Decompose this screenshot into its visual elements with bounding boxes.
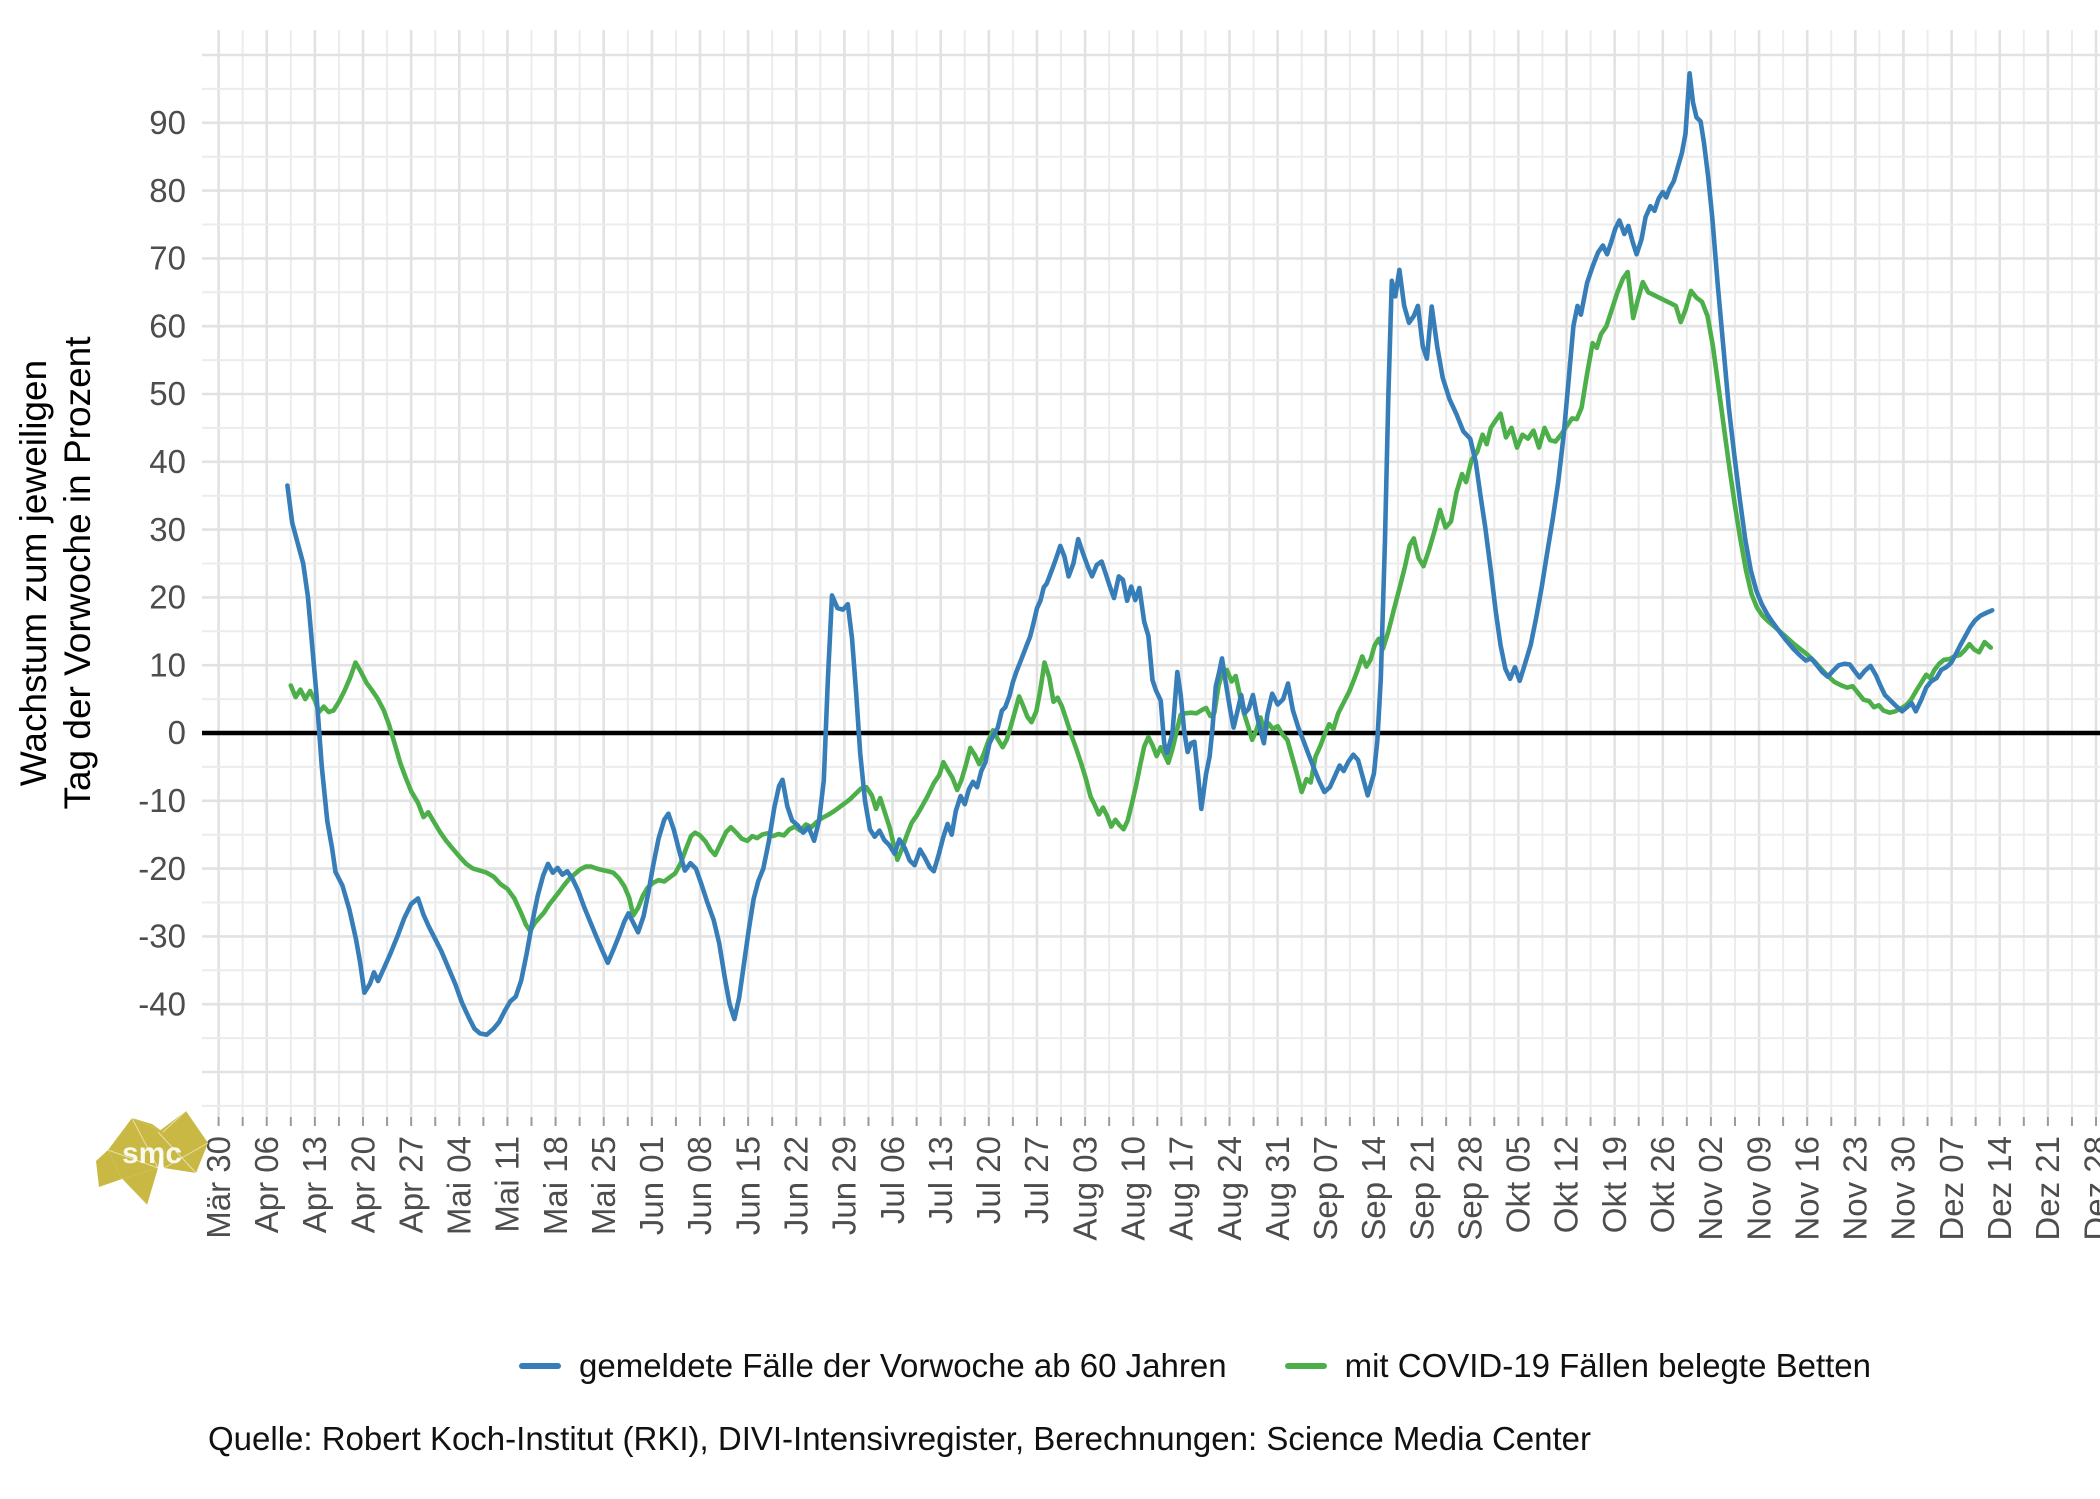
y-tick-label: 40 [149,443,186,480]
legend-item-beds: mit COVID-19 Fällen belegte Betten [1284,1347,1871,1385]
x-tick-label: Dez 07 [1933,1136,1970,1241]
y-tick-label: 90 [149,104,186,141]
legend-key-beds [1284,1363,1327,1369]
x-tick-label: Dez 21 [2029,1136,2066,1241]
smc-logo-facet [131,1117,159,1169]
legend: gemeldete Fälle der Vorwoche ab 60 Jahre… [290,1340,2100,1392]
y-tick-label: 0 [168,714,186,751]
x-tick-label: Dez 14 [1981,1136,2018,1241]
x-tick-label: Aug 03 [1066,1136,1103,1241]
x-tick-label: Jun 08 [681,1136,718,1235]
x-tick-label: Aug 31 [1259,1136,1296,1241]
x-tick-label: Okt 12 [1548,1136,1585,1233]
x-tick-label: Okt 26 [1644,1136,1681,1233]
x-tick-label: Mai 18 [537,1136,574,1235]
legend-label-beds: mit COVID-19 Fällen belegte Betten [1344,1347,1871,1384]
series-line-beds [288,269,1994,934]
x-tick-label: Sep 21 [1403,1136,1440,1241]
x-tick-label: Jul 13 [922,1136,959,1224]
smc-logo-facet [162,1110,187,1133]
y-tick-label: 20 [149,579,186,616]
x-tick-label: Nov 30 [1885,1136,1922,1241]
x-tick-label: Apr 27 [392,1136,429,1233]
y-tick-label: -40 [138,985,186,1022]
x-tick-label: Mai 11 [489,1136,526,1233]
smc-logo-facet [107,1149,159,1169]
x-tick-label: Jun 01 [633,1136,670,1235]
x-tick-label: Apr 06 [248,1136,285,1233]
y-tick-label: -30 [138,918,186,955]
smc-logo-shape [122,1168,158,1205]
smc-logo-shape [108,1118,163,1179]
x-tick-label: Sep 28 [1451,1136,1488,1241]
x-tick-label: Jun 22 [777,1136,814,1235]
y-tick-label: 30 [149,511,186,548]
x-tick-label: Jul 06 [874,1136,911,1224]
y-axis-title: Tag der Vorwoche in Prozent [57,336,98,810]
y-tick-label: 70 [149,240,186,277]
x-tick-label: Jul 27 [1018,1136,1055,1224]
x-tick-label: Jun 29 [826,1136,863,1235]
x-tick-label: Mai 25 [585,1136,622,1235]
smc-logo-text: smc [122,1137,182,1170]
x-tick-label: Sep 07 [1307,1136,1344,1241]
x-tick-label: Nov 23 [1837,1136,1874,1241]
legend-label-cases60: gemeldete Fälle der Vorwoche ab 60 Jahre… [579,1347,1227,1384]
x-tick-label: Aug 24 [1211,1136,1248,1241]
x-tick-label: Apr 20 [344,1136,381,1233]
x-tick-label: Mär 30 [200,1136,237,1239]
x-tick-label: Okt 05 [1500,1136,1537,1233]
y-axis-title: Wachstum zum jeweiligen [13,360,54,786]
x-tick-label: Apr 13 [296,1136,333,1233]
source-caption: Quelle: Robert Koch-Institut (RKI), DIVI… [208,1420,1591,1457]
x-tick-label: Aug 10 [1114,1136,1151,1241]
smc-logo-facet [163,1142,209,1169]
smc-logo-shape [96,1150,122,1187]
legend-item-cases60: gemeldete Fälle der Vorwoche ab 60 Jahre… [519,1347,1227,1385]
series-line-cases60 [285,71,1995,1037]
x-tick-label: Jul 20 [970,1136,1007,1224]
y-tick-label: -10 [138,782,186,819]
smc-logo-facet [121,1178,148,1206]
x-tick-label: Jun 15 [729,1136,766,1235]
y-tick-label: 60 [149,307,186,344]
x-tick-label: Mai 04 [441,1136,478,1235]
x-tick-label: Aug 17 [1163,1136,1200,1241]
smc-logo-facet [157,1131,197,1174]
smc-logo-shape [158,1111,208,1173]
x-tick-label: Nov 02 [1692,1136,1729,1241]
x-tick-label: Nov 16 [1788,1136,1825,1241]
legend-key-cases60 [519,1363,561,1369]
y-tick-label: 10 [149,646,186,683]
y-tick-label: -20 [138,850,186,887]
x-tick-label: Nov 09 [1740,1136,1777,1241]
smc-logo-shape [132,1118,163,1132]
x-tick-label: Sep 14 [1355,1136,1392,1241]
y-tick-label: 50 [149,375,186,412]
x-tick-label: Dez 28 [2077,1136,2100,1241]
y-tick-label: 80 [149,172,186,209]
x-tick-label: Okt 19 [1596,1136,1633,1233]
